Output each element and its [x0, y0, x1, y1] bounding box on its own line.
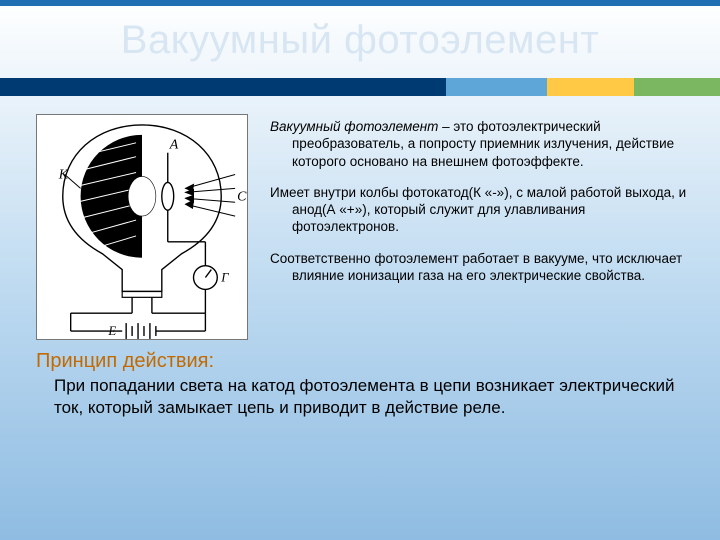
- page-title: Вакуумный фотоэлемент: [0, 18, 720, 63]
- accent-band: [0, 78, 720, 96]
- paragraph-1: Вакуумный фотоэлемент – это фотоэлектрич…: [270, 118, 688, 170]
- content-area: К А С Г: [0, 108, 720, 540]
- diagram-figure: К А С Г: [36, 114, 248, 340]
- principle-subtitle: Принцип действия:: [36, 350, 676, 373]
- label-G: Г: [220, 270, 229, 284]
- paragraph-3: Соответственно фотоэлемент работает в ва…: [270, 250, 688, 285]
- vacuum-photocell-diagram: К А С Г: [37, 115, 247, 339]
- principle-text: При попадании света на катод фотоэлемент…: [36, 375, 676, 419]
- lead-term: Вакуумный фотоэлемент: [270, 119, 438, 134]
- top-stripe: [0, 0, 720, 6]
- label-K: К: [58, 166, 69, 181]
- label-A: А: [169, 137, 179, 152]
- paragraph-2: Имеет внутри колбы фотокатод(К «-»), с м…: [270, 184, 688, 236]
- label-C: С: [237, 188, 247, 203]
- text-column: Вакуумный фотоэлемент – это фотоэлектрич…: [270, 114, 688, 340]
- label-E: Е: [107, 324, 116, 338]
- bottom-section: Принцип действия: При попадании света на…: [36, 350, 688, 419]
